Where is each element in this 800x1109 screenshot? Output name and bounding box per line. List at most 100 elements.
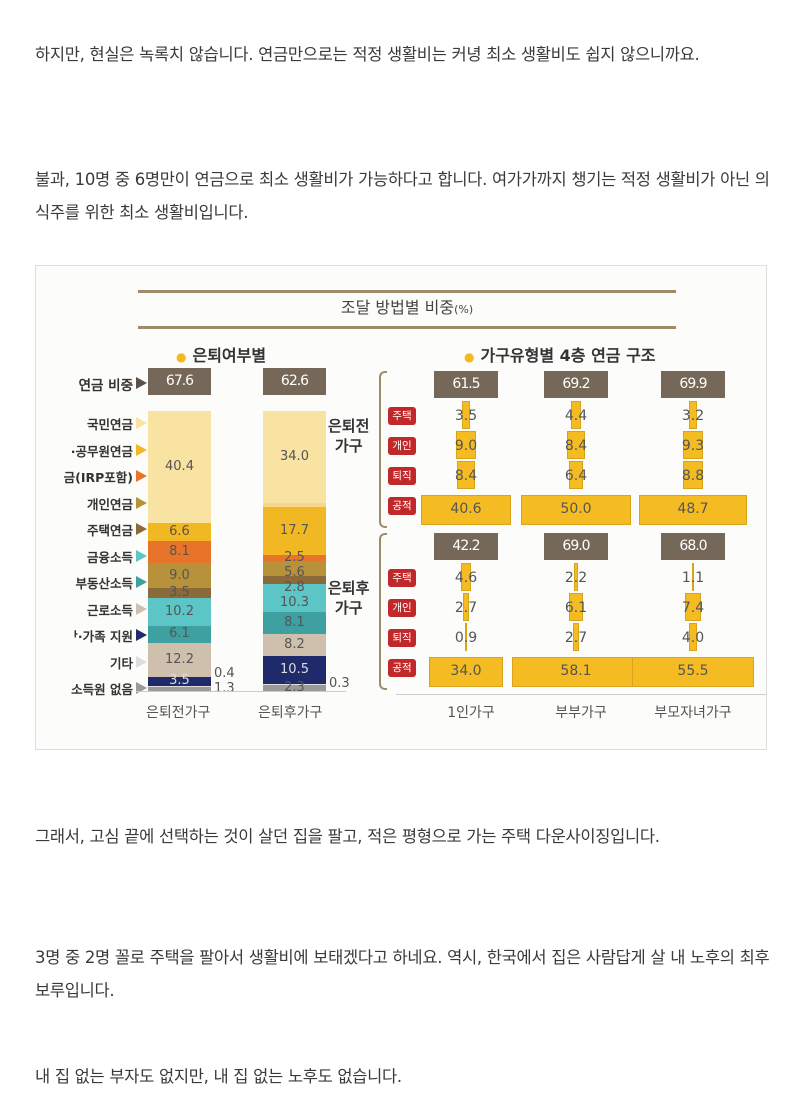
bar-segment (148, 676, 211, 687)
tier-value-label: 40.6 (450, 501, 482, 517)
tier-value-label: 3.5 (454, 408, 478, 424)
bar-segment (148, 687, 211, 691)
segment-value-label: 3.5 (169, 585, 190, 600)
tier-tag: 개인 (388, 599, 416, 617)
segment-value-label: 10.2 (165, 603, 194, 619)
tier-bar (512, 657, 640, 687)
tier-tag: 개인 (388, 437, 416, 455)
group-label: 은퇴전 가구 (328, 416, 369, 456)
group-brace (379, 371, 387, 528)
segment-value-label: 0.3 (329, 676, 350, 692)
stacked-bar-pre-retirement (148, 411, 211, 691)
legend-triangle-icon (136, 443, 147, 456)
total-pension-share-box: 61.5 (434, 371, 498, 398)
tier-bar (631, 657, 755, 687)
right-baseline (396, 694, 766, 695)
x-label-couple: 부부가구 (555, 705, 607, 721)
total-pension-share-box: 69.2 (544, 371, 608, 398)
bar-segment (263, 684, 326, 691)
tier-value-label: 1.1 (681, 570, 705, 586)
bar-segment (148, 563, 211, 589)
bar-segment (148, 411, 211, 523)
total-pension-share-box: 69.9 (661, 371, 725, 398)
total-pension-share-box: 42.2 (434, 533, 498, 560)
tier-value-label: 4.0 (681, 630, 705, 646)
segment-value-label: 12.2 (165, 651, 194, 667)
funding-source-infographic: 조달 방법별 비중(%) ● 은퇴여부별 ● 가구유형별 4층 연금 구조 연금 비… (35, 265, 767, 750)
x-label-single: 1인가구 (447, 705, 495, 721)
tier-value-label: 58.1 (560, 663, 592, 679)
legend-label: 소득원 없음 (71, 682, 133, 697)
tier-bar (521, 495, 631, 525)
segment-value-label: 3.5 (169, 673, 190, 689)
tier-bar (566, 431, 586, 459)
segment-value-label: 10.5 (280, 661, 309, 677)
segment-value-label: 40.4 (165, 458, 194, 474)
legend-label: 국민연금 (86, 417, 133, 432)
bar-segment (148, 540, 211, 564)
bar-segment (263, 683, 326, 685)
tier-bar (456, 431, 476, 459)
right-subtitle-text: 가구유형별 4층 연금 구조 (480, 346, 656, 365)
group-label-line2: 가구 (334, 599, 363, 617)
tier-value-label: 55.5 (677, 663, 709, 679)
segment-value-label: 8.2 (284, 636, 305, 652)
segment-value-label: 10.3 (280, 595, 309, 610)
tier-tag: 주택 (388, 569, 416, 587)
bar-segment (148, 522, 211, 541)
tier-value-label: 4.4 (564, 408, 588, 424)
tier-value-label: 8.4 (454, 468, 478, 484)
group-label-line1: 은퇴전 (328, 417, 370, 435)
pension-share-post: 62.6 (263, 368, 326, 395)
chart-title-unit: (%) (454, 303, 474, 316)
segment-value-label: 8.1 (169, 544, 190, 560)
tier-tag: 퇴직 (388, 467, 416, 485)
segment-value-label: 8.1 (284, 614, 305, 630)
tier-bar (456, 461, 476, 489)
bar-segment (263, 561, 326, 577)
tier-value-label: 4.6 (454, 570, 478, 586)
legend-label: ᅡ·가족 지원 (66, 629, 133, 644)
x-label-pre: 은퇴전가구 (146, 705, 211, 721)
tier-tag: 공적 (388, 659, 416, 677)
bar-segment (263, 583, 326, 612)
tier-value-label: 6.1 (564, 600, 588, 616)
tier-tag: 주택 (388, 407, 416, 425)
bar-segment (148, 686, 211, 688)
legend-triangle-icon (136, 549, 147, 562)
legend-triangle-icon (136, 496, 147, 509)
tier-value-label: 9.3 (681, 438, 705, 454)
segment-value-label: 17.7 (280, 522, 309, 538)
bar-segment (263, 502, 326, 507)
tier-tag: 공적 (388, 497, 416, 515)
tier-value-label: 48.7 (677, 501, 709, 517)
total-pension-share-box: 69.0 (544, 533, 608, 560)
legend-label: 부동산소득 (75, 576, 133, 591)
tier-value-label: 2.7 (564, 630, 588, 646)
tier-bar (462, 401, 470, 429)
bar-segment (148, 597, 211, 626)
stacked-bar-post-retirement (263, 411, 326, 691)
group-label-line1: 은퇴후 (328, 579, 370, 597)
legend-triangle-icon (136, 655, 147, 668)
pension-share-label: 연금 비중 (78, 378, 133, 394)
legend-triangle-icon (136, 470, 147, 482)
tier-value-label: 0.9 (454, 630, 478, 646)
tier-bar (465, 623, 467, 651)
tier-bar (691, 563, 695, 591)
tier-value-label: 3.2 (681, 408, 705, 424)
bar-segment (263, 576, 326, 584)
tier-bar (571, 401, 581, 429)
tier-bar (683, 461, 703, 489)
segment-value-label: 5.6 (284, 565, 305, 580)
bar-segment (263, 411, 326, 503)
tier-value-label: 50.0 (560, 501, 592, 517)
chart-title-text: 조달 방법별 비중 (340, 298, 455, 317)
tier-bar (573, 623, 579, 651)
legend-label: ·공무원연금 (70, 443, 133, 459)
bar-segment (148, 626, 211, 643)
segment-value-label: 2.5 (284, 550, 305, 565)
x-label-post: 은퇴후가구 (258, 705, 323, 721)
tier-bar (689, 401, 697, 429)
title-rule-top (138, 290, 676, 293)
